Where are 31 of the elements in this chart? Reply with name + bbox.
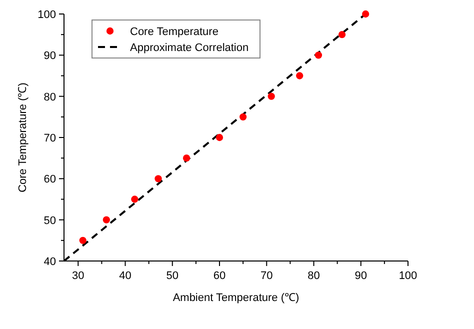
x-tick-label: 100 (398, 270, 418, 282)
point (314, 52, 322, 59)
point (182, 154, 190, 162)
x-tick-label: 60 (213, 270, 226, 282)
x-tick-label: 70 (260, 270, 273, 282)
legend-label: Approximate Correlation (130, 42, 249, 54)
point (102, 216, 110, 224)
x-tick-label: 90 (354, 270, 367, 282)
point (268, 92, 275, 100)
x-tick-label: 30 (72, 270, 84, 282)
legend-label: Core Temperature (130, 26, 218, 38)
y-tick-label: 60 (44, 174, 56, 186)
y-axis-title: Core Temperature (℃) (17, 82, 29, 192)
y-tick-label: 90 (44, 50, 56, 62)
x-axis-title: Ambient Temperature (℃) (172, 292, 300, 304)
x-tick-label: 50 (166, 270, 179, 282)
point (338, 31, 346, 38)
point (131, 196, 138, 203)
x-tick-label: 40 (119, 270, 132, 282)
y-tick-label: 50 (44, 214, 56, 227)
point (154, 175, 162, 182)
point (240, 113, 247, 120)
y-tick-label: 100 (38, 9, 56, 21)
y-tick-label: 80 (44, 91, 56, 104)
point (362, 10, 370, 18)
point (216, 134, 224, 142)
point (296, 72, 304, 80)
point (79, 236, 86, 244)
x-tick-label: 80 (308, 270, 320, 282)
y-tick-label: 70 (44, 132, 56, 144)
y-tick-label: 40 (44, 256, 56, 268)
